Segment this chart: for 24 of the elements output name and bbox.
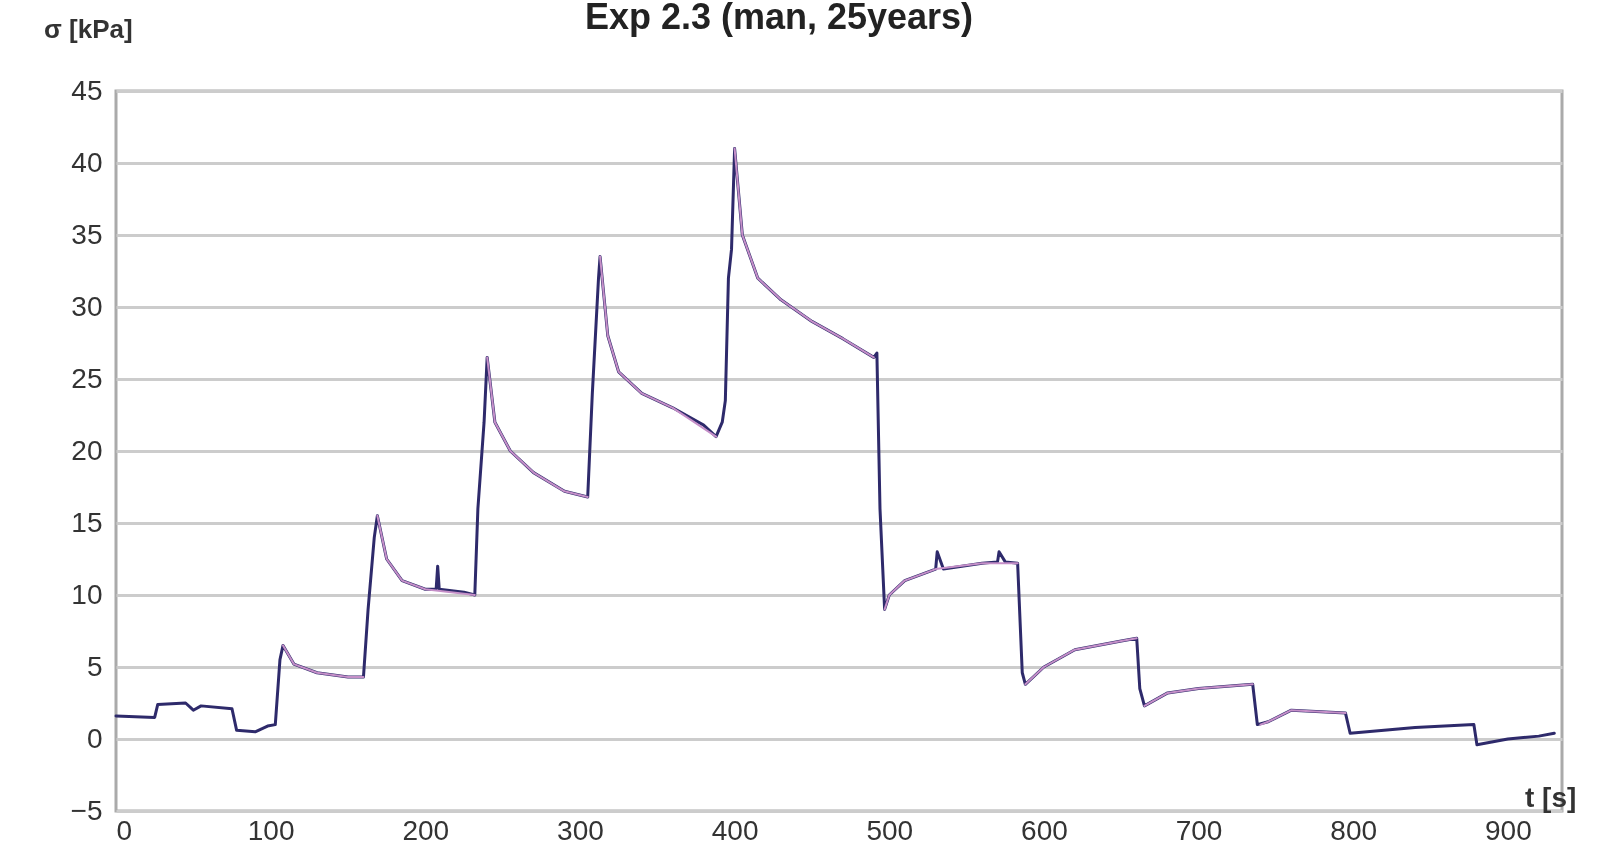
x-tick-label: 0 [116,814,133,846]
x-tick-label: 200 [402,814,450,846]
x-tick-label: 600 [1021,814,1068,846]
y-tick-label: 10 [71,578,103,610]
x-tick-label: 900 [1485,814,1532,846]
x-tick-label: 300 [557,814,604,846]
y-tick-label: 30 [71,290,103,322]
y-tick-label: 45 [71,74,103,106]
y-tick-label: 20 [71,434,103,466]
y-tick-label: −5 [70,794,103,826]
y-tick-label: 25 [71,362,103,394]
y-axis-title: σ [kPa] [44,14,133,45]
x-axis-title: t [s] [1525,782,1577,814]
x-tick-label: 700 [1175,814,1223,846]
x-tick-label: 800 [1330,814,1378,846]
chart-title: Exp 2.3 (man, 25years) [584,0,974,37]
y-tick-label: 15 [71,506,103,538]
y-tick-label: 35 [71,218,103,250]
y-tick-label: 5 [86,650,103,682]
y-tick-label: 40 [71,146,103,178]
x-tick-label: 400 [711,814,759,846]
x-tick-label: 100 [247,814,295,846]
y-tick-label: 0 [86,722,103,754]
x-tick-label: 500 [866,814,914,846]
